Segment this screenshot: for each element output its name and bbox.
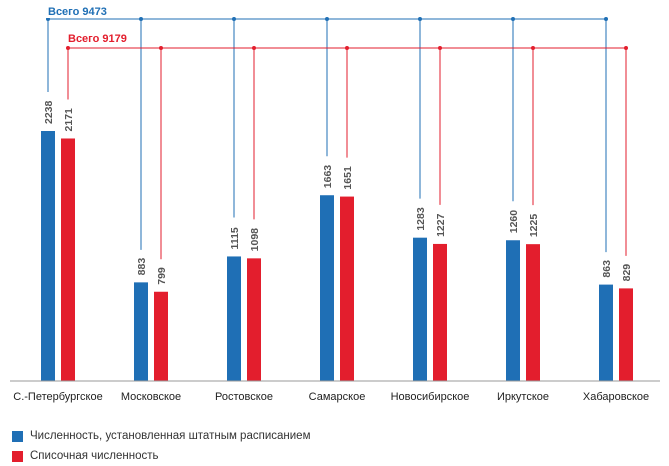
bar-list-6 bbox=[619, 288, 633, 381]
value-label-list-2: 1098 bbox=[249, 228, 261, 252]
bar-list-2 bbox=[247, 258, 261, 381]
total-connectors: Всего 9473 Всего 9179 bbox=[45, 3, 628, 260]
value-label-staff-2: 1115 bbox=[229, 227, 241, 249]
bar-list-1 bbox=[154, 291, 168, 381]
value-label-list-1: 799 bbox=[156, 267, 168, 285]
bar-list-5 bbox=[526, 244, 540, 381]
value-label-list-4: 1227 bbox=[435, 213, 447, 237]
x-tick-label-4: Новосибирское bbox=[391, 391, 470, 403]
bar-staff-4 bbox=[413, 237, 427, 381]
value-label-staff-5: 1260 bbox=[508, 210, 520, 234]
x-tick-label-1: Московское bbox=[121, 391, 181, 403]
value-label-list-0: 2171 bbox=[63, 108, 75, 132]
bar-staff-2 bbox=[227, 256, 241, 381]
bar-staff-1 bbox=[134, 282, 148, 381]
value-label-staff-0: 2238 bbox=[43, 100, 55, 124]
value-label-staff-6: 863 bbox=[601, 260, 613, 278]
bar-list-4 bbox=[433, 243, 447, 381]
total-label-staff: Всего 9473 bbox=[48, 6, 107, 18]
total-label-list: Всего 9179 bbox=[68, 33, 127, 45]
x-tick-label-6: Хабаровское bbox=[583, 391, 649, 403]
legend-item-staff: Численность, установленная штатным распи… bbox=[12, 426, 310, 446]
total-label-staff-bg bbox=[45, 3, 117, 18]
x-tick-label-5: Иркутское bbox=[497, 391, 549, 403]
value-labels: 2238 2171 883 799 1115 1098 1663 1651 1283 1227 12… bbox=[43, 100, 633, 284]
x-tick-label-0: С.-Петербургское bbox=[13, 391, 102, 403]
x-tick-label-2: Ростовское bbox=[215, 391, 273, 403]
value-label-staff-4: 1283 bbox=[415, 207, 427, 231]
total-label-list-bg bbox=[65, 30, 137, 45]
value-label-list-3: 1651 bbox=[342, 166, 354, 190]
bar-staff-6 bbox=[599, 284, 613, 381]
bar-staff-5 bbox=[506, 240, 520, 381]
value-label-staff-3: 1663 bbox=[322, 165, 334, 189]
bar-list-0 bbox=[61, 138, 75, 381]
legend-label-list: Списочная численность bbox=[30, 450, 159, 462]
legend-swatch-list bbox=[12, 450, 23, 462]
x-tick-labels: С.-Петербургское Московское Ростовское Сама… bbox=[13, 391, 649, 403]
legend-label-staff: Численность, установленная штатным распи… bbox=[30, 430, 311, 442]
x-tick-label-3: Самарское bbox=[309, 391, 366, 403]
legend-swatch-staff bbox=[12, 430, 23, 442]
value-label-staff-1: 883 bbox=[136, 258, 148, 276]
value-label-list-6: 829 bbox=[621, 264, 633, 282]
bar-staff-3 bbox=[320, 195, 334, 381]
bars bbox=[41, 131, 633, 381]
legend: Численность, установленная штатным распи… bbox=[12, 426, 310, 466]
value-label-list-5: 1225 bbox=[528, 214, 540, 238]
bar-list-3 bbox=[340, 196, 354, 381]
bar-staff-0 bbox=[41, 131, 55, 381]
legend-item-list: Списочная численность bbox=[12, 446, 310, 466]
